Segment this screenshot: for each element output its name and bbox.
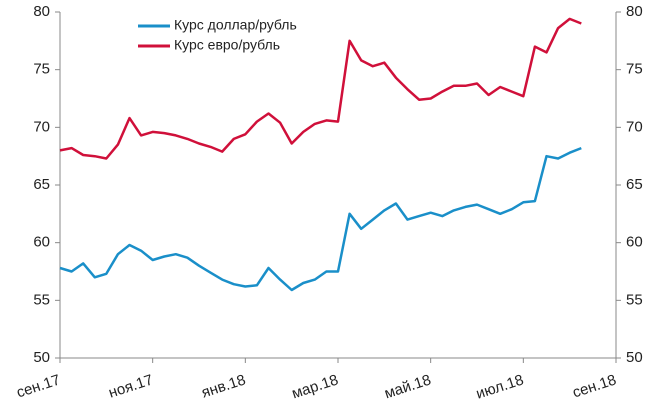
y2-tick-label: 55 xyxy=(626,291,643,308)
x-tick-label: янв.18 xyxy=(200,371,248,401)
x-tick-label: ноя.17 xyxy=(106,371,155,401)
y-tick-label: 50 xyxy=(33,349,50,366)
y2-tick-label: 80 xyxy=(626,3,643,20)
y2-tick-label: 70 xyxy=(626,118,643,135)
line-series xyxy=(59,17,582,160)
y-tick-label: 60 xyxy=(33,234,50,251)
x-tick-label: май.18 xyxy=(382,371,433,402)
y-tick-label: 65 xyxy=(33,176,50,193)
y2-tick-label: 50 xyxy=(626,349,643,366)
x-tick-label: сен.18 xyxy=(570,371,618,401)
line-series xyxy=(59,146,582,292)
y-tick-label: 80 xyxy=(33,3,50,20)
x-tick-label: июл.18 xyxy=(474,371,526,402)
x-tick-label: сен.17 xyxy=(14,371,62,401)
legend-label: Курс доллар/рубль xyxy=(174,17,297,33)
y-tick-label: 55 xyxy=(33,291,50,308)
y-tick-label: 70 xyxy=(33,118,50,135)
y2-tick-label: 60 xyxy=(626,234,643,251)
legend-label: Курс евро/рубль xyxy=(174,37,280,53)
y2-tick-label: 75 xyxy=(626,61,643,78)
y-tick-label: 75 xyxy=(33,61,50,78)
x-tick-label: мар.18 xyxy=(290,371,341,402)
y2-tick-label: 65 xyxy=(626,176,643,193)
